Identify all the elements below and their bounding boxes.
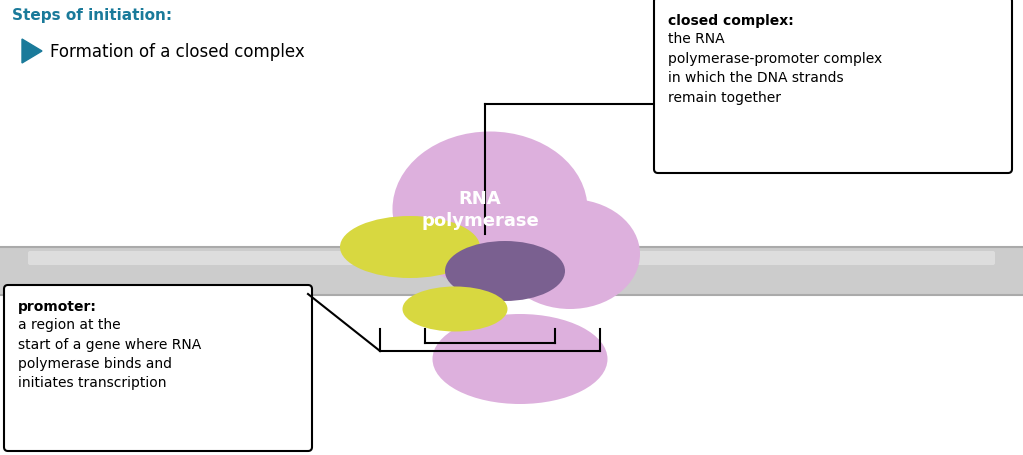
Text: Steps of initiation:: Steps of initiation:	[12, 8, 172, 23]
Text: the RNA
polymerase-promoter complex
in which the DNA strands
remain together: the RNA polymerase-promoter complex in w…	[668, 32, 882, 104]
Polygon shape	[23, 40, 42, 64]
Text: RNA
polymerase: RNA polymerase	[421, 189, 539, 230]
Ellipse shape	[445, 242, 565, 301]
Text: closed complex:: closed complex:	[668, 14, 794, 28]
Text: promoter:: promoter:	[18, 299, 97, 313]
FancyBboxPatch shape	[4, 285, 312, 451]
Ellipse shape	[402, 287, 507, 332]
FancyBboxPatch shape	[654, 0, 1012, 174]
Ellipse shape	[433, 314, 608, 404]
Ellipse shape	[393, 132, 587, 287]
FancyBboxPatch shape	[28, 252, 995, 265]
Ellipse shape	[340, 217, 480, 278]
Ellipse shape	[500, 200, 640, 309]
Text: Formation of a closed complex: Formation of a closed complex	[50, 43, 305, 61]
Text: a region at the
start of a gene where RNA
polymerase binds and
initiates transcr: a region at the start of a gene where RN…	[18, 317, 202, 389]
FancyBboxPatch shape	[0, 248, 1023, 295]
